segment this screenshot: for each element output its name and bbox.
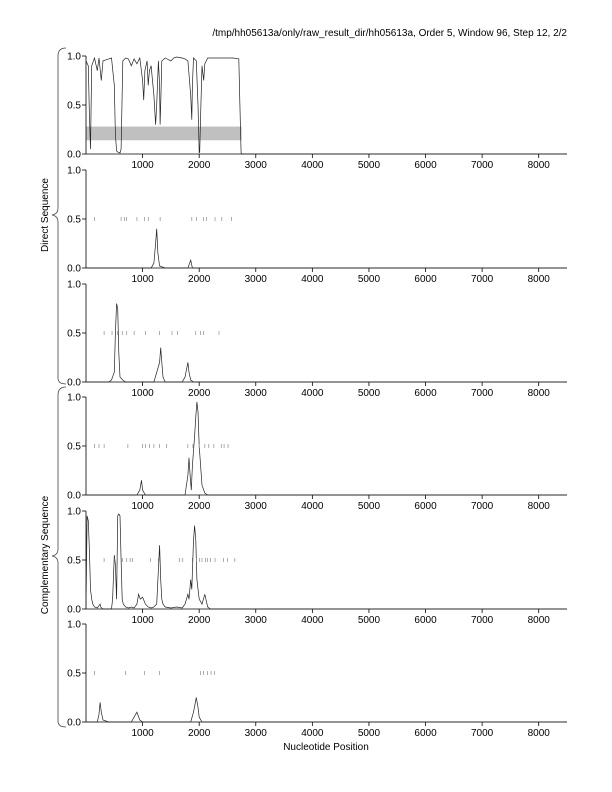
y-tick-label: 0.5	[67, 101, 81, 112]
y-tick-label: 0.0	[67, 378, 81, 389]
y-tick-label: 0.5	[67, 556, 81, 567]
x-tick-label: 5000	[358, 615, 381, 626]
x-tick-label: 3000	[245, 160, 268, 171]
panels-layer: 0.0 0.5 1.0 1000 2000 3000 4000 5000 6000 7000 800…	[67, 52, 567, 739]
series-line	[86, 303, 567, 383]
x-tick-label: 3000	[245, 728, 268, 739]
y-tick-label: 1.0	[67, 393, 81, 404]
x-tick-label: 2000	[188, 160, 211, 171]
x-tick-label: 7000	[471, 160, 494, 171]
x-tick-label: 8000	[528, 501, 551, 512]
group-label-complementary: Complementary Sequence	[40, 495, 51, 614]
x-tick-label: 4000	[301, 160, 324, 171]
group-brace-complementary	[51, 386, 67, 728]
x-tick-label: 2000	[188, 615, 211, 626]
group-label-direct: Direct Sequence	[40, 178, 51, 252]
x-tick-label: 1000	[131, 160, 154, 171]
y-tick-label: 0.5	[67, 669, 81, 680]
group-label-complementary-text: Complementary Sequence	[40, 495, 51, 614]
x-tick-label: 5000	[358, 728, 381, 739]
panel-6: 0.0 0.5 1.0 1000 2000 3000 4000 5000 6000 7000 800…	[67, 620, 567, 739]
x-tick-label: 6000	[414, 615, 437, 626]
x-tick-label: 1000	[131, 274, 154, 285]
x-tick-label: 6000	[414, 388, 437, 399]
group-label-direct-text: Direct Sequence	[40, 178, 51, 252]
y-tick-label: 1.0	[67, 166, 81, 177]
y-tick-label: 1.0	[67, 52, 81, 63]
y-tick-label: 1.0	[67, 507, 81, 518]
x-tick-label: 8000	[528, 388, 551, 399]
x-tick-label: 5000	[358, 160, 381, 171]
series-line	[86, 228, 567, 269]
x-tick-label: 8000	[528, 728, 551, 739]
x-tick-label: 8000	[528, 274, 551, 285]
x-tick-label: 2000	[188, 501, 211, 512]
x-tick-label: 3000	[245, 388, 268, 399]
series-line	[86, 401, 567, 496]
y-tick-label: 0.5	[67, 329, 81, 340]
y-tick-label: 0.0	[67, 491, 81, 502]
x-tick-label: 6000	[414, 501, 437, 512]
x-tick-label: 7000	[471, 728, 494, 739]
y-tick-label: 0.0	[67, 264, 81, 275]
x-tick-label: 7000	[471, 274, 494, 285]
x-tick-label: 5000	[358, 501, 381, 512]
y-tick-label: 0.5	[67, 215, 81, 226]
x-tick-label: 4000	[301, 501, 324, 512]
y-tick-label: 1.0	[67, 280, 81, 291]
header-text: /tmp/hh05613a/only/raw_result_dir/hh0561…	[212, 28, 567, 39]
x-tick-label: 1000	[131, 388, 154, 399]
panel-5: 0.0 0.5 1.0 1000 2000 3000 4000 5000 6000 7000 800…	[67, 507, 567, 626]
x-tick-label: 6000	[414, 728, 437, 739]
x-tick-label: 8000	[528, 160, 551, 171]
y-tick-label: 0.0	[67, 605, 81, 616]
y-tick-label: 0.5	[67, 442, 81, 453]
x-tick-label: 1000	[131, 728, 154, 739]
x-tick-label: 7000	[471, 615, 494, 626]
highlight-band	[86, 126, 242, 141]
panel-4: 0.0 0.5 1.0 1000 2000 3000 4000 5000 6000 7000 800…	[67, 393, 567, 512]
x-axis-title: Nucleotide Position	[283, 742, 369, 753]
x-tick-label: 1000	[131, 615, 154, 626]
x-tick-label: 4000	[301, 274, 324, 285]
x-tick-label: 3000	[245, 501, 268, 512]
y-tick-label: 0.0	[67, 150, 81, 161]
x-tick-label: 5000	[358, 274, 381, 285]
series-line	[85, 513, 567, 610]
x-tick-label: 3000	[245, 615, 268, 626]
x-tick-label: 3000	[245, 274, 268, 285]
x-tick-label: 6000	[414, 274, 437, 285]
x-tick-label: 7000	[471, 501, 494, 512]
y-tick-label: 0.0	[67, 718, 81, 729]
x-tick-label: 6000	[414, 160, 437, 171]
panel-2: 0.0 0.5 1.0 1000 2000 3000 4000 5000 6000 7000 800…	[67, 166, 567, 285]
panel-3: 0.0 0.5 1.0 1000 2000 3000 4000 5000 6000 7000 800…	[67, 280, 567, 399]
x-tick-label: 2000	[188, 274, 211, 285]
panel-1: 0.0 0.5 1.0 1000 2000 3000 4000 5000 6000 7000 800…	[67, 52, 567, 171]
x-tick-label: 4000	[301, 728, 324, 739]
x-tick-label: 2000	[188, 388, 211, 399]
x-tick-label: 1000	[131, 501, 154, 512]
series-line	[86, 697, 567, 723]
x-tick-label: 2000	[188, 728, 211, 739]
x-tick-label: 4000	[301, 388, 324, 399]
series-line	[85, 56, 567, 155]
x-tick-label: 4000	[301, 615, 324, 626]
x-tick-label: 8000	[528, 615, 551, 626]
x-tick-label: 7000	[471, 388, 494, 399]
y-tick-label: 1.0	[67, 620, 81, 631]
group-brace-direct	[51, 47, 67, 385]
x-tick-label: 5000	[358, 388, 381, 399]
